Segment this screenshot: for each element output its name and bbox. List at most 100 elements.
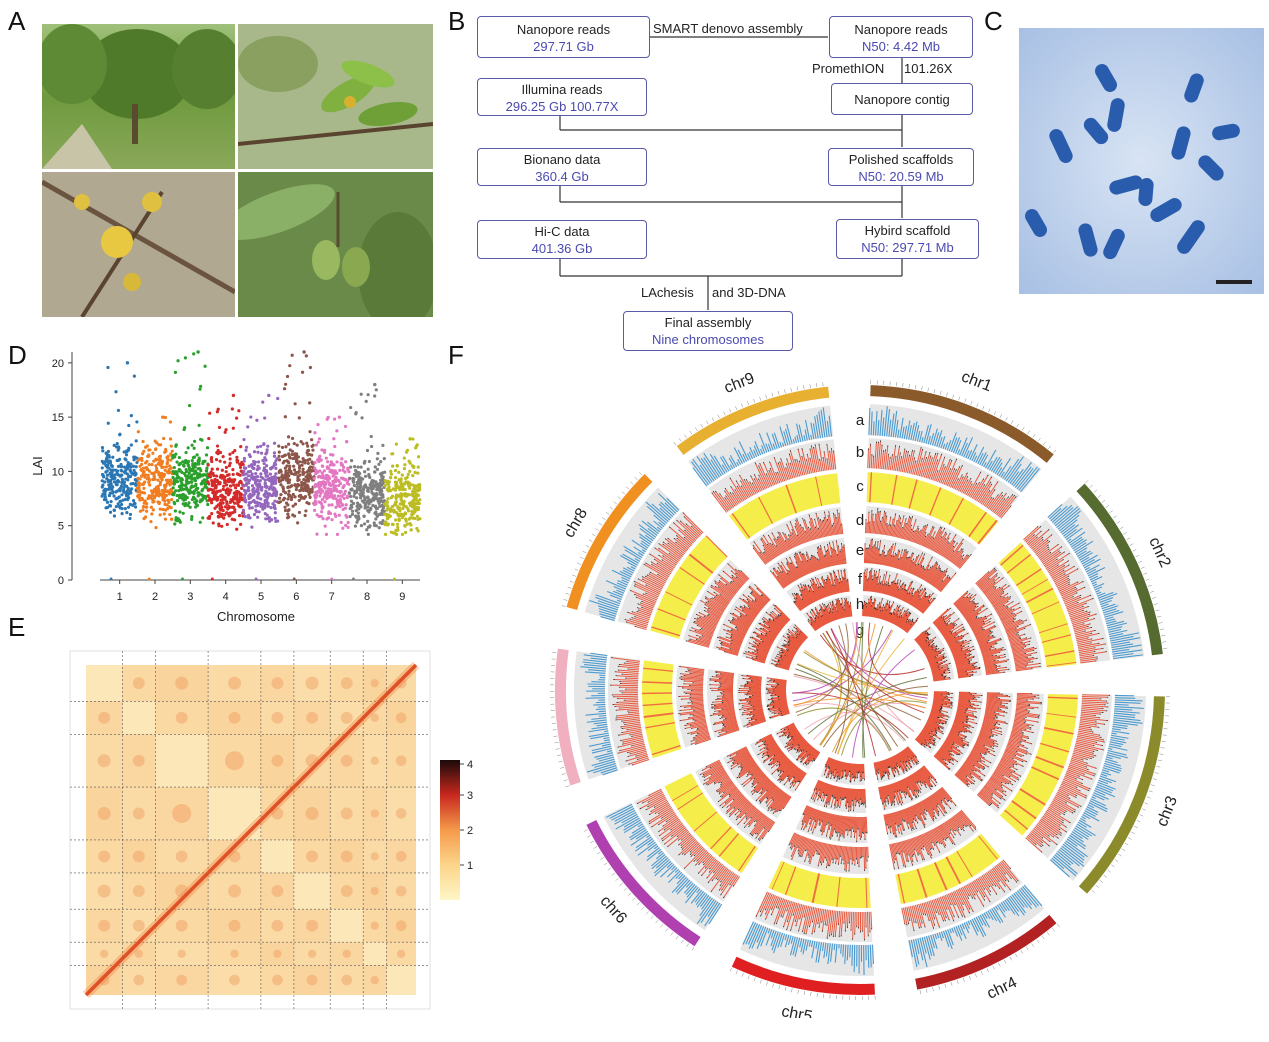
lai-point bbox=[157, 455, 162, 459]
heatmap-centromere-spot bbox=[341, 974, 353, 986]
hist-bar bbox=[1080, 718, 1096, 722]
hist-bar bbox=[919, 640, 926, 647]
lai-point bbox=[132, 374, 136, 378]
lai-point bbox=[126, 505, 131, 509]
lai-point bbox=[372, 493, 377, 497]
hist-bar bbox=[955, 555, 964, 566]
gene-density-bar bbox=[1018, 466, 1038, 491]
lai-point bbox=[265, 448, 269, 452]
hist-bar bbox=[990, 596, 1001, 604]
lai-point bbox=[166, 478, 170, 482]
hist-bar bbox=[933, 617, 942, 625]
lai-point bbox=[250, 506, 254, 510]
hist-bar bbox=[1062, 592, 1077, 600]
lai-point bbox=[104, 463, 108, 468]
hist-edge bbox=[1068, 579, 1071, 581]
hist-bar bbox=[956, 665, 973, 670]
lai-point bbox=[136, 481, 140, 485]
hist-bar bbox=[924, 649, 936, 656]
heatmap-cell bbox=[155, 787, 209, 840]
hist-bar bbox=[1053, 797, 1075, 810]
hist-bar bbox=[956, 662, 969, 667]
hist-bar bbox=[1003, 619, 1020, 628]
lai-point bbox=[321, 480, 326, 484]
hist-bar bbox=[932, 571, 945, 587]
lai-point bbox=[223, 505, 228, 509]
hist-edge bbox=[943, 570, 946, 572]
lai-point bbox=[158, 457, 162, 462]
gene-density-bar bbox=[1097, 591, 1114, 599]
hist-bar bbox=[870, 455, 873, 469]
lai-point bbox=[125, 472, 129, 476]
hist-edge bbox=[993, 489, 996, 491]
ideogram-tick bbox=[1105, 505, 1110, 508]
lai-point bbox=[120, 477, 124, 481]
hist-bar bbox=[957, 667, 979, 673]
lai-point bbox=[322, 469, 326, 473]
lai-point bbox=[356, 511, 360, 515]
hist-bar bbox=[930, 570, 941, 585]
hist-bar bbox=[934, 532, 946, 553]
hist-bar bbox=[1016, 699, 1027, 701]
lai-point bbox=[178, 510, 182, 514]
hist-edge bbox=[977, 617, 980, 619]
lai-point bbox=[404, 450, 409, 454]
hist-bar bbox=[933, 677, 945, 680]
lai-point bbox=[162, 474, 166, 478]
hist-bar bbox=[1068, 765, 1094, 776]
hist-bar bbox=[1034, 541, 1050, 554]
lai-point bbox=[206, 502, 210, 507]
heatmap-centromere-spot bbox=[229, 974, 240, 986]
lai-point bbox=[225, 522, 229, 527]
lai-point bbox=[336, 494, 340, 498]
hist-bar bbox=[989, 591, 1003, 602]
hist-bar bbox=[880, 604, 887, 620]
hist-bar bbox=[906, 451, 913, 474]
lai-point bbox=[272, 505, 277, 509]
lai-point bbox=[385, 500, 389, 505]
gene-density-bar bbox=[1078, 550, 1091, 559]
heatmap-cell bbox=[260, 665, 294, 702]
lai-point bbox=[129, 465, 133, 469]
lai-point bbox=[362, 485, 366, 489]
lai-point bbox=[101, 449, 105, 453]
hist-edge bbox=[1041, 844, 1044, 847]
hist-bar bbox=[896, 523, 902, 538]
lai-point bbox=[242, 456, 247, 461]
lai-point bbox=[198, 492, 202, 496]
lai-point bbox=[329, 487, 333, 492]
hist-bar bbox=[940, 623, 955, 634]
hist-bar bbox=[999, 761, 1010, 768]
gene-density-bar bbox=[886, 409, 891, 437]
ideogram-tick bbox=[1124, 842, 1129, 846]
lai-point bbox=[161, 507, 165, 512]
lai-point bbox=[363, 503, 367, 508]
hist-edge bbox=[962, 554, 965, 557]
hist-edge bbox=[973, 601, 975, 603]
lai-point bbox=[154, 447, 158, 451]
lai-point bbox=[162, 436, 166, 441]
hist-edge bbox=[972, 648, 975, 651]
lai-point bbox=[417, 483, 421, 487]
lai-point bbox=[212, 473, 216, 478]
hist-bar bbox=[999, 497, 1016, 518]
gene-density-bar bbox=[1089, 800, 1108, 810]
hist-edge bbox=[918, 530, 920, 533]
hist-edge bbox=[993, 625, 996, 627]
hist-edge bbox=[984, 615, 987, 618]
hist-bar bbox=[1027, 834, 1041, 847]
hist-edge bbox=[1004, 782, 1007, 785]
hist-edge bbox=[1000, 784, 1003, 787]
lai-point bbox=[181, 502, 185, 506]
lai-point bbox=[116, 502, 120, 506]
hist-bar bbox=[900, 619, 908, 629]
hist-bar bbox=[984, 659, 1008, 666]
lai-point-max bbox=[373, 382, 377, 387]
flow-box-hic: Hi-C data 401.36 Gb bbox=[477, 220, 647, 259]
ideogram-tick bbox=[1032, 434, 1036, 438]
lai-point bbox=[356, 501, 360, 505]
heatmap-centromere-spot bbox=[132, 807, 145, 820]
lai-point bbox=[376, 485, 380, 490]
lai-point bbox=[301, 459, 306, 464]
hist-bar bbox=[1015, 711, 1039, 716]
